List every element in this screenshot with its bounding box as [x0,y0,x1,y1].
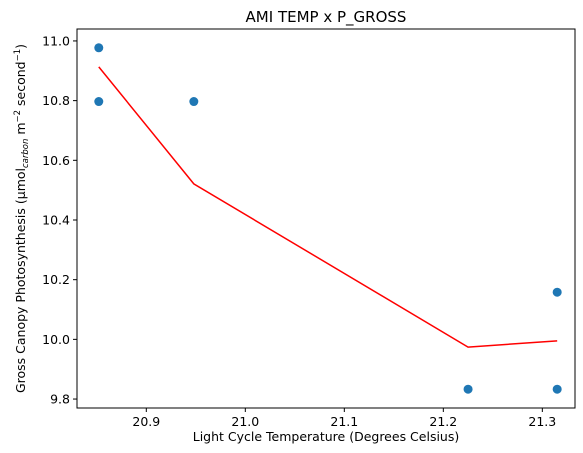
y-tick-label: 10.2 [42,272,70,287]
scatter-point [189,97,199,107]
scatter-point [552,384,562,394]
y-tick-label: 9.8 [50,392,70,407]
y-axis-label-subscript: carbon [21,139,31,168]
x-axis: 20.9 21.0 21.1 21.2 21.3 [132,408,556,429]
y-tick-label: 10.0 [42,332,70,347]
scatter-layer [94,43,562,394]
scatter-point [552,287,562,297]
x-tick-label: 21.1 [330,414,358,429]
y-axis-label-sup1: −2 [13,110,23,123]
x-tick-label: 21.0 [231,414,259,429]
y-tick-label: 10.6 [42,153,70,168]
y-axis-label: Gross Canopy Photosynthesis (µmolcarbon … [13,44,31,393]
x-tick-label: 20.9 [132,414,160,429]
y-axis-label-prefix: Gross Canopy Photosynthesis (µmol [13,168,28,393]
scatter-point [463,384,473,394]
chart-title: AMI TEMP x P_GROSS [246,8,407,27]
scatter-point [94,97,104,107]
y-tick-label: 11.0 [42,33,70,48]
x-tick-label: 21.2 [429,414,457,429]
y-axis-label-suffix: ) [13,44,28,49]
fit-line-layer [98,66,558,348]
plot-area [76,28,576,409]
scatter-point [94,43,104,53]
y-tick-label: 10.8 [42,93,70,108]
y-axis-label-mid: m [13,122,28,138]
x-tick-label: 21.3 [528,414,556,429]
fit-line [98,66,558,348]
y-axis: 9.8 10.0 10.2 10.4 10.6 10.8 11.0 [42,33,77,407]
plot-frame [76,28,576,409]
y-axis-label-sup2: −1 [13,49,23,62]
x-axis-label: Light Cycle Temperature (Degrees Celsius… [193,429,460,444]
y-tick-label: 10.4 [42,212,70,227]
y-axis-label-mid2: second [13,61,28,110]
